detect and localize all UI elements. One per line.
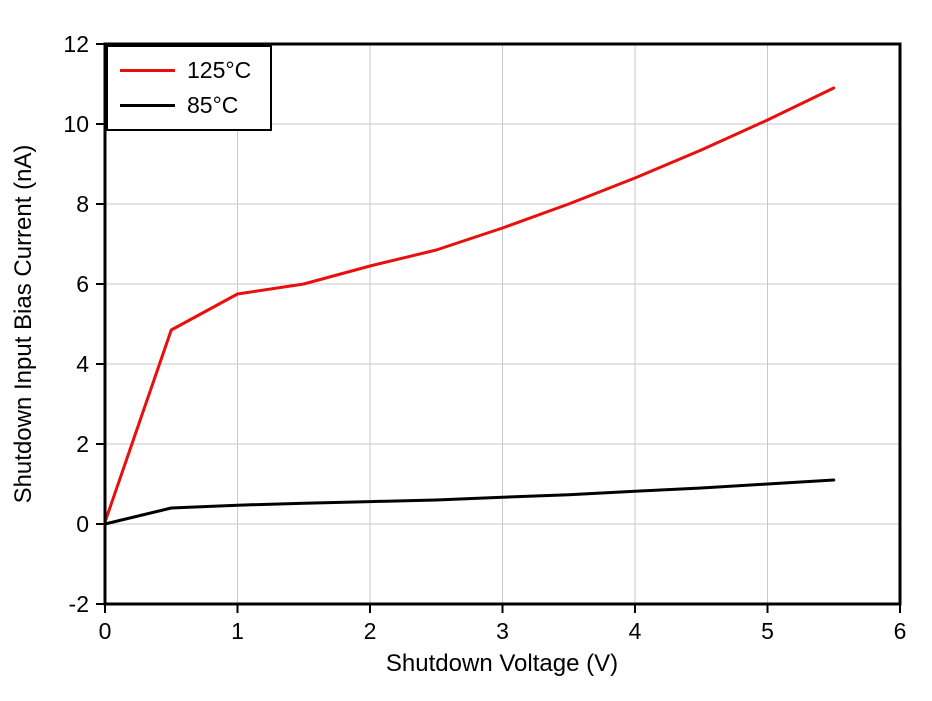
x-tick-label: 4 <box>629 618 642 644</box>
y-tick-label: 10 <box>63 111 89 137</box>
x-tick-label: 3 <box>496 618 509 644</box>
series-line-1 <box>103 478 836 526</box>
y-tick-label: 6 <box>76 271 89 297</box>
y-tick-label: 8 <box>76 191 89 217</box>
y-axis-label: Shutdown Input Bias Current (nA) <box>10 144 37 504</box>
y-tick-label: 2 <box>76 431 89 457</box>
x-tick-label: 2 <box>364 618 377 644</box>
legend-item-85c: 85°C <box>120 94 270 117</box>
x-tick-label: 6 <box>894 618 907 644</box>
y-tick-label: -2 <box>69 591 89 617</box>
x-tick-label: 1 <box>231 618 244 644</box>
legend-label-85c: 85°C <box>187 92 239 118</box>
y-tick-label: 12 <box>63 31 89 57</box>
x-tick-label: 5 <box>761 618 774 644</box>
legend-line-sample-125c <box>120 69 175 72</box>
legend-line-sample-85c <box>120 104 175 107</box>
x-tick-label: 0 <box>99 618 112 644</box>
legend-item-125c: 125°C <box>120 59 270 82</box>
legend: 125°C 85°C <box>106 45 272 131</box>
legend-label-125c: 125°C <box>187 57 252 83</box>
series-line-0 <box>103 86 836 524</box>
x-axis-label: Shutdown Voltage (V) <box>385 650 619 677</box>
y-tick-label: 0 <box>76 511 89 537</box>
y-tick-label: 4 <box>76 351 89 377</box>
